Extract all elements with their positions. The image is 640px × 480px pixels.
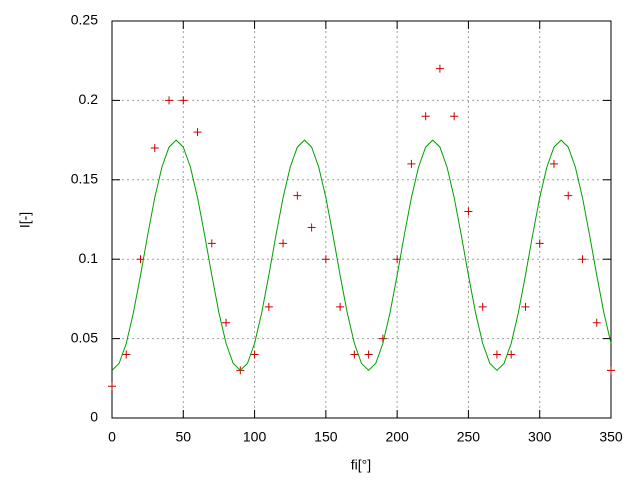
data-point [321,255,330,264]
y-tick-label: 0.15 [71,171,98,187]
x-tick-label: 300 [528,429,552,445]
data-point [450,112,459,121]
data-point [492,350,501,359]
plot-border [111,20,612,419]
data-point [336,302,345,311]
x-tick-label: 200 [385,429,409,445]
fit-line [111,139,612,372]
x-axis-label: fi[°] [351,457,371,473]
y-tick-label: 0 [90,409,98,425]
data-point [222,318,231,327]
data-point [207,239,216,248]
data-point [607,366,615,375]
x-tick-label: 150 [314,429,338,445]
data-point [549,159,558,168]
data-point [464,207,473,216]
data-point [478,302,487,311]
data-point [592,318,601,327]
data-point [364,350,373,359]
y-tick-label: 0.05 [71,329,98,345]
y-tick-label: 0.25 [71,12,98,28]
data-point [122,350,131,359]
data-point [535,239,544,248]
data-point [293,191,302,200]
data-point [564,191,573,200]
data-point [435,64,444,73]
y-tick-label: 0.2 [79,91,99,107]
data-point [521,302,530,311]
y-tick-label: 0.1 [79,250,99,266]
data-point [350,350,359,359]
x-tick-label: 100 [243,429,267,445]
data-point [264,302,273,311]
data-point [307,223,316,232]
data-point [279,239,288,248]
data-point [179,96,188,105]
y-axis-label: I[-] [17,212,33,228]
data-point [165,96,174,105]
x-tick-label: 0 [108,429,116,445]
data-point [250,350,259,359]
data-point [193,128,202,137]
data-point [578,255,587,264]
data-point [421,112,430,121]
data-point [150,144,159,153]
data-point [108,382,116,391]
x-tick-label: 350 [599,429,623,445]
x-tick-label: 250 [457,429,481,445]
x-tick-label: 50 [175,429,191,445]
data-point [407,159,416,168]
data-point [507,350,516,359]
